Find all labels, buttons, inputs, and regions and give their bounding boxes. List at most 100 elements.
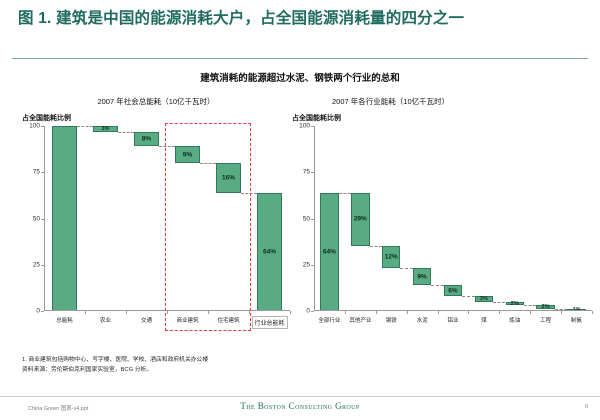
- bar-住宅建筑: 16%: [215, 163, 242, 193]
- x-axis-tick-mark: [85, 311, 86, 314]
- subtitle: 建筑消耗的能源超过水泥、钢铁两个行业的总和: [200, 73, 400, 84]
- x-axis-label-工程: 工程: [540, 318, 552, 324]
- x-axis-label-交通: 交通: [140, 318, 153, 324]
- x-axis-label-炼油: 炼油: [509, 318, 521, 324]
- page-number: 0: [584, 404, 588, 410]
- x-axis-tick-mark: [499, 311, 501, 314]
- chart-title-left: 2007 年社会总能耗（10亿千瓦时）: [97, 97, 215, 106]
- bar-制氨: 1%: [567, 307, 586, 314]
- y-axis-label-right: 占全国能耗比例: [292, 115, 341, 122]
- x-axis-tick-mark: [290, 311, 291, 314]
- y-axis-tick-mark: [41, 218, 44, 220]
- y-axis-tick: 25: [302, 261, 310, 269]
- chart-title-right: 2007 年各行业能耗（10亿千瓦时）: [332, 97, 450, 106]
- bar-value-label: 8%: [141, 135, 152, 143]
- title-divider: [12, 58, 588, 59]
- x-axis-label-全部行业: 全部行业: [318, 318, 341, 324]
- waterfall-connector: [200, 163, 216, 164]
- bar-全部行业: 64%: [320, 192, 339, 311]
- x-axis-label-住宅建筑: 住宅建筑: [217, 318, 240, 324]
- waterfall-connector: [431, 285, 444, 287]
- x-axis-tick-mark: [592, 311, 593, 314]
- waterfall-connector: [369, 246, 382, 248]
- waterfall-connector: [462, 296, 475, 298]
- y-axis-tick: 0: [306, 307, 310, 315]
- x-axis-label-煤: 煤: [481, 318, 487, 324]
- y-axis-tick-mark: [311, 311, 314, 312]
- y-axis-tick: 50: [32, 215, 40, 222]
- bar-水泥: 9%: [412, 268, 432, 286]
- bar-商业建筑: 9%: [174, 146, 201, 163]
- x-axis-label-制氨: 制氨: [571, 318, 583, 324]
- bar-总能耗: [51, 126, 78, 311]
- y-axis-tick: 75: [302, 168, 310, 176]
- chart-panel-left: 2007 年社会总能耗（10亿千瓦时） 占全国能耗比例 0 25 50 75 100 总能…: [22, 96, 291, 331]
- bar-value-label: 9%: [417, 273, 427, 281]
- bar-煤: 3%: [474, 296, 494, 302]
- x-axis-label-水泥: 水泥: [416, 318, 428, 324]
- x-axis-label-铝业: 铝业: [447, 318, 459, 324]
- waterfall-plot-right: 0 25 50 75 100 64% 全部行业 29% 其他产业 12% 钢铁 9% 水泥 6% 铝业 3% 煤…: [299, 123, 593, 324]
- y-axis-tick: 25: [32, 261, 40, 269]
- bar-value-label: 9%: [182, 151, 193, 159]
- x-axis-tick-mark: [530, 311, 532, 314]
- waterfall-connector: [524, 305, 537, 307]
- x-axis-tick-mark: [437, 311, 439, 314]
- y-axis-tick: 100: [29, 122, 40, 130]
- bar-工程: 2%: [536, 304, 555, 311]
- footer-divider: [0, 396, 600, 397]
- bar-其他产业: 29%: [351, 192, 370, 247]
- x-axis-tick-mark: [406, 311, 408, 314]
- bar-value-label: 64%: [322, 248, 336, 256]
- x-axis-label-商业建筑: 商业建筑: [176, 318, 199, 324]
- x-axis-tick-mark: [561, 311, 563, 314]
- footnote-source: 资料来源：劳伦斯伯克利国家实验室，BCG 分析。: [22, 366, 153, 373]
- y-axis-tick-mark: [41, 126, 44, 127]
- bar-铝业: 6%: [443, 285, 463, 297]
- waterfall-connector: [338, 192, 352, 194]
- y-axis-tick-mark: [311, 126, 314, 127]
- x-axis-tick-mark: [126, 311, 127, 314]
- x-axis-label-行业总能耗: 行业总能耗: [251, 316, 288, 329]
- y-axis-label-left: 占全国能耗比例: [22, 115, 71, 122]
- footnotes: 1. 商业建筑包括购物中心、写字楼、医院、学校、酒店和政府机关办公楼 资料来源：…: [22, 356, 442, 376]
- bar-交通: 8%: [133, 131, 160, 147]
- waterfall-connector: [77, 126, 93, 127]
- y-axis-tick-mark: [41, 172, 44, 174]
- bar-value-label: 16%: [221, 174, 235, 182]
- y-axis-tick: 50: [302, 215, 310, 222]
- bar-炼油: 2%: [505, 300, 525, 307]
- y-axis-tick-mark: [41, 311, 44, 312]
- waterfall-connector: [400, 268, 413, 270]
- bar-value-label: 1%: [572, 307, 581, 314]
- bar-value-label: 29%: [353, 215, 367, 223]
- y-axis-tick: 75: [32, 168, 40, 176]
- x-axis-tick-mark: [344, 311, 346, 314]
- x-axis-label-农业: 农业: [99, 318, 112, 324]
- page-title: 图 1. 建筑是中国的能源消耗大户，占全国能源消耗量的四分之一: [18, 10, 465, 27]
- waterfall-connector: [118, 131, 134, 133]
- x-axis-label-总能耗: 总能耗: [56, 318, 73, 324]
- bar-value-label: 12%: [384, 253, 398, 261]
- bar-value-label: 3%: [101, 125, 110, 132]
- waterfall-connector: [493, 301, 506, 303]
- waterfall-connector: [554, 309, 568, 311]
- waterfall-connector: [159, 146, 175, 148]
- x-axis-tick-mark: [208, 311, 209, 314]
- bar-value-label: 2%: [541, 304, 550, 311]
- footnote-1: 1. 商业建筑包括购物中心、写字楼、医院、学校、酒店和政府机关办公楼: [22, 357, 209, 363]
- footer-filename: China Green 图表-v4.ppt: [28, 406, 89, 412]
- y-axis-tick: 100: [299, 122, 310, 130]
- bcg-logo-text: The Boston Consulting Group: [240, 401, 360, 411]
- bar-value-label: 6%: [448, 287, 458, 295]
- x-axis-tick-mark: [249, 311, 250, 314]
- y-axis-tick-mark: [311, 218, 314, 220]
- bar-钢铁: 12%: [381, 246, 401, 269]
- y-axis-tick-mark: [41, 264, 44, 266]
- bar-农业: 3%: [92, 125, 119, 132]
- x-axis-label-钢铁: 钢铁: [385, 318, 397, 324]
- bar-value-label: 2%: [510, 300, 519, 307]
- x-axis-tick-mark: [468, 311, 470, 314]
- x-axis-tick-mark: [167, 311, 168, 314]
- x-axis-label-其他产业: 其他产业: [349, 318, 372, 324]
